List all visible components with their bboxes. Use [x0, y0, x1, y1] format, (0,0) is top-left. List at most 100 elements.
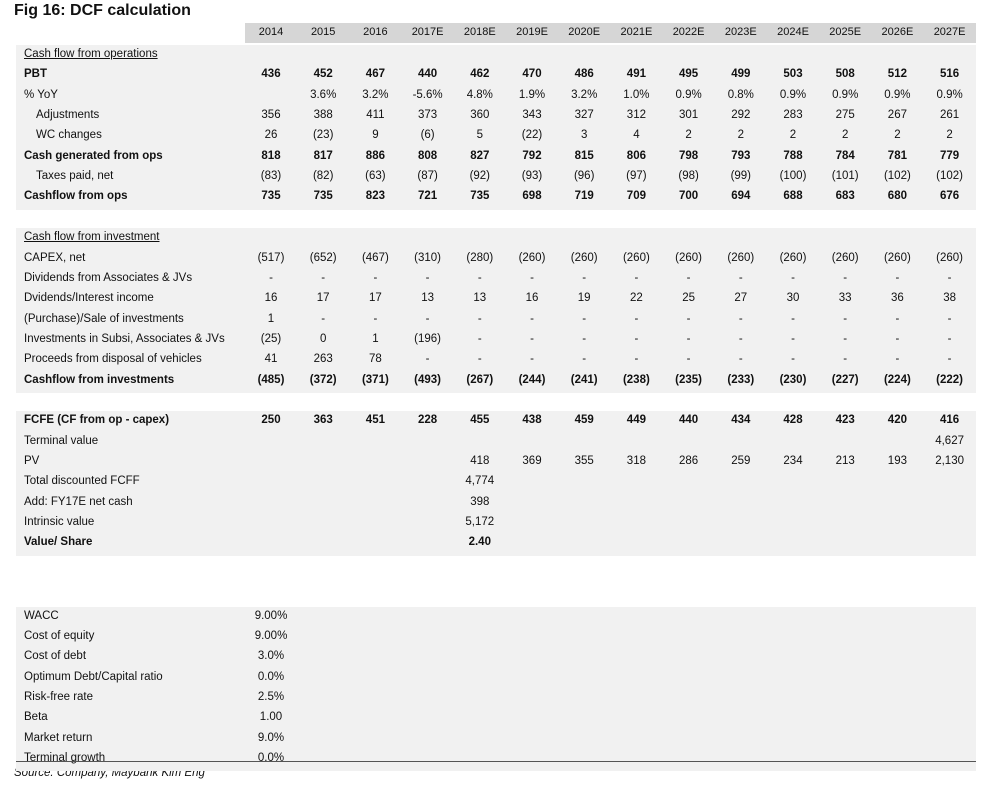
table-cell: 38	[943, 292, 956, 305]
table-cell: -	[843, 271, 848, 284]
table-cell: -	[895, 312, 900, 325]
table-cell: 2.5%	[257, 691, 285, 704]
table-cell: 250	[261, 414, 281, 427]
table-cell: 30	[786, 292, 800, 305]
table-cell: 440	[679, 414, 699, 427]
table-cell: 0.9%	[936, 88, 963, 101]
table-cell: -	[530, 353, 534, 366]
table-cell: (233)	[727, 373, 755, 386]
table-cell: -	[738, 353, 743, 366]
table-cell: (260)	[883, 251, 911, 264]
table-cell: -	[269, 271, 273, 284]
table-cell: 234	[783, 455, 803, 467]
table-cell: (224)	[883, 373, 911, 386]
table-cell: 694	[731, 190, 751, 203]
table-cell: 792	[522, 149, 542, 162]
table-cell: (196)	[414, 332, 442, 345]
row-label: FCFE (CF from op - capex)	[24, 414, 170, 427]
column-header: 2027E	[933, 26, 966, 38]
table-cell: 886	[365, 149, 385, 162]
table-cell: (267)	[466, 373, 494, 386]
row-label: PV	[24, 455, 40, 467]
table-cell: 486	[574, 68, 594, 81]
table-cell: 793	[731, 149, 751, 162]
table-cell: 503	[783, 68, 803, 81]
table-cell: 1	[267, 312, 275, 325]
table-cell: 1	[372, 332, 379, 345]
table-cell: 508	[835, 68, 855, 81]
table-cell: -	[791, 271, 795, 284]
table-cell: 462	[470, 68, 490, 81]
table-cell: 781	[887, 149, 907, 162]
table-cell: -	[425, 271, 430, 284]
table-cell: (98)	[678, 170, 699, 183]
table-cell: -	[373, 312, 378, 325]
table-cell: (260)	[675, 251, 703, 264]
table-cell: 808	[418, 149, 438, 162]
table-cell: (371)	[361, 373, 389, 386]
table-cell: (102)	[936, 170, 964, 183]
table-cell: (241)	[570, 373, 598, 386]
table-cell: 9	[372, 129, 379, 142]
table-cell: (280)	[466, 251, 494, 264]
table-cell: (102)	[883, 170, 911, 183]
table-cell: (485)	[257, 373, 285, 386]
bottom-rule	[16, 761, 976, 762]
table-cell: -	[947, 332, 952, 345]
table-cell: 420	[887, 414, 907, 427]
row-label: PBT	[24, 68, 47, 81]
table-cell: 0.8%	[727, 88, 754, 101]
table-cell: -	[477, 332, 482, 345]
table-cell: 688	[783, 190, 803, 203]
table-cell: -	[477, 271, 482, 284]
row-label: Cashflow from investments	[24, 373, 175, 386]
table-cell: 455	[470, 414, 490, 427]
table-cell: 0	[319, 332, 327, 345]
row-label: Taxes paid, net	[36, 170, 114, 183]
table-cell: 292	[731, 109, 751, 122]
section-background	[16, 606, 976, 772]
table-cell: 3.0%	[257, 650, 285, 663]
section-background	[16, 228, 976, 393]
table-cell: 0.9%	[884, 88, 911, 101]
table-cell: 516	[940, 68, 960, 81]
table-cell: 5	[476, 129, 483, 142]
table-cell: 3.6%	[310, 88, 337, 101]
table-cell: 9.0%	[257, 731, 285, 744]
table-cell: 436	[261, 68, 281, 81]
table-cell: 827	[470, 149, 490, 162]
table-cell: (260)	[727, 251, 755, 264]
table-cell: -	[895, 271, 900, 284]
table-cell: 438	[522, 414, 542, 427]
table-cell: 452	[313, 68, 333, 81]
table-cell: 312	[626, 109, 646, 122]
column-header: 2014	[258, 26, 284, 38]
section-title: Cash flow from investment	[24, 231, 160, 244]
table-cell: -	[686, 271, 691, 284]
table-cell: 719	[574, 190, 594, 203]
table-cell: 2	[789, 129, 797, 142]
table-cell: 700	[679, 190, 699, 203]
table-cell: 2	[946, 129, 953, 142]
table-cell: -	[582, 271, 587, 284]
table-cell: (260)	[570, 251, 598, 264]
table-cell: (517)	[257, 251, 285, 264]
table-cell: -	[686, 312, 691, 325]
table-cell: -	[634, 332, 639, 345]
table-cell: 779	[940, 149, 960, 162]
table-cell: 428	[783, 414, 803, 427]
table-cell: 4,774	[465, 475, 495, 488]
table-cell: 213	[835, 455, 855, 467]
table-cell: -	[738, 332, 743, 345]
column-header: 2021E	[620, 26, 653, 38]
table-cell: -	[634, 312, 639, 325]
table-cell: 2,130	[935, 455, 964, 467]
table-cell: -	[947, 353, 952, 366]
table-cell: 818	[261, 149, 281, 162]
table-cell: 0.0%	[257, 670, 285, 683]
table-cell: -	[582, 332, 587, 345]
section-background	[16, 45, 976, 210]
table-cell: 416	[940, 414, 960, 427]
row-label: Optimum Debt/Capital ratio	[24, 670, 163, 683]
table-cell: -	[321, 271, 326, 284]
